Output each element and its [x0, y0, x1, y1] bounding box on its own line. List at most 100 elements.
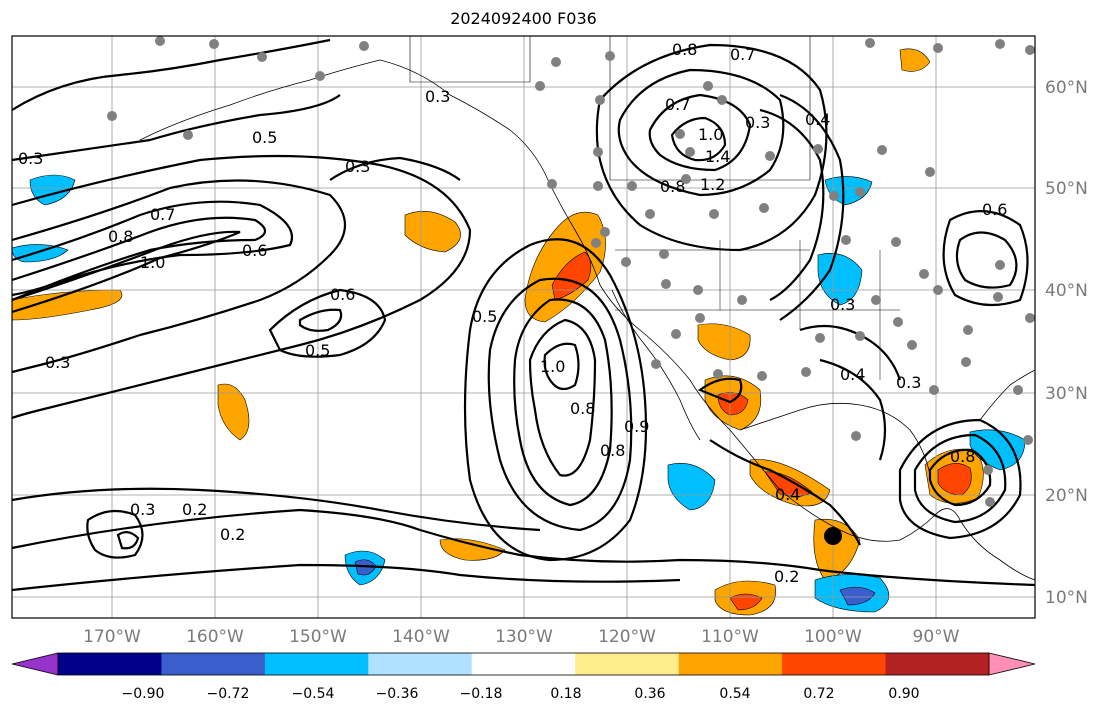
colorbar-segments [57, 652, 990, 676]
lon-tick-label: 90°W [913, 627, 960, 647]
colorbar-segment [678, 653, 783, 675]
orange-region-canada [899, 48, 931, 72]
blue-region-mexico-pacific [667, 463, 716, 511]
colorbar-tick-label: −0.36 [376, 686, 419, 702]
contour-label: 0.4 [805, 110, 830, 129]
lat-tick-label: 40°N [1045, 281, 1088, 301]
lon-tick-label: 160°W [186, 627, 244, 647]
contour-label: 0.8 [108, 227, 133, 246]
purple-region-central-america [839, 586, 876, 606]
colorbar-tick-label: 0.36 [634, 686, 665, 702]
storm-center-marker [824, 527, 842, 545]
contour-label: 0.3 [745, 113, 770, 132]
colorbar-segment [471, 653, 576, 675]
contour-label: 0.7 [730, 45, 755, 64]
orange-region-sw-us [697, 323, 751, 361]
contour-label: 0.7 [150, 205, 175, 224]
map-background [12, 36, 1035, 618]
colorbar: −0.90 −0.72 −0.54 −0.36 −0.18 0.18 0.36 … [11, 652, 1036, 702]
contour-label: 0.5 [472, 307, 497, 326]
contour-label: 0.7 [665, 95, 690, 114]
colorbar-tick-label: −0.90 [122, 686, 165, 702]
contour-label: 0.4 [775, 485, 800, 504]
contour-label: 0.5 [305, 341, 330, 360]
colorbar-tick-label: 0.90 [888, 686, 919, 702]
plot-title: 2024092400 F036 [450, 9, 597, 28]
contour-label: 0.8 [660, 177, 685, 196]
lon-tick-label: 130°W [495, 627, 553, 647]
colorbar-frame [57, 652, 990, 676]
station-dots [107, 36, 1035, 507]
contour-label: 0.8 [570, 399, 595, 418]
contour-label: 0.5 [252, 128, 277, 147]
orange-region-tropics [439, 538, 506, 561]
coastlines [139, 36, 1036, 581]
colorbar-tick-label: −0.72 [207, 686, 250, 702]
contour-lines [11, 38, 1036, 592]
contour-label: 0.9 [624, 417, 649, 436]
contour-label: 0.3 [896, 373, 921, 392]
longitude-axis: 170°W 160°W 150°W 140°W 130°W 120°W 110°… [83, 627, 960, 647]
lat-tick-label: 10°N [1045, 588, 1088, 608]
lon-tick-label: 100°W [804, 627, 862, 647]
contour-label: 0.6 [330, 285, 355, 304]
colorbar-segment [885, 653, 990, 675]
lat-tick-label: 20°N [1045, 486, 1088, 506]
contour-label: 1.0 [698, 125, 723, 144]
contour-label: 0.3 [425, 87, 450, 106]
colorbar-tick-label: 0.18 [550, 686, 581, 702]
contour-label: 0.2 [774, 567, 799, 586]
latitude-axis: 60°N 50°N 40°N 30°N 20°N 10°N [1045, 78, 1088, 608]
contour-label: 0.6 [982, 200, 1007, 219]
colorbar-low-arrow [11, 652, 59, 676]
lat-tick-label: 30°N [1045, 384, 1088, 404]
lon-tick-label: 170°W [83, 627, 141, 647]
blue-region-pacific-small [11, 244, 69, 263]
colorbar-tick-label: −0.18 [460, 686, 503, 702]
contour-label: 0.3 [18, 149, 43, 168]
colorbar-segment [575, 653, 680, 675]
colorbar-high-arrow [988, 652, 1036, 676]
colorbar-tick-label: 0.54 [719, 686, 750, 702]
contour-label: 0.6 [242, 241, 267, 260]
lat-tick-label: 50°N [1045, 179, 1088, 199]
contour-label: 0.8 [600, 441, 625, 460]
red-region-california [551, 251, 592, 301]
contour-label: 0.4 [840, 365, 865, 384]
contour-label: 1.0 [540, 357, 565, 376]
orange-region-subtropics-west [11, 289, 123, 321]
colorbar-segment [782, 653, 887, 675]
contour-label: 0.2 [220, 525, 245, 544]
orange-region-pacific-2 [217, 383, 250, 441]
lat-tick-label: 60°N [1045, 78, 1088, 98]
contour-label: 1.2 [700, 175, 725, 194]
lon-tick-label: 120°W [598, 627, 656, 647]
shaded-regions [11, 48, 1026, 616]
colorbar-segment [161, 653, 266, 675]
contour-label: 0.2 [182, 500, 207, 519]
colorbar-segment [58, 653, 162, 675]
contour-label: 0.3 [130, 500, 155, 519]
orange-region-pacific-1 [404, 210, 461, 253]
red-region-eastern-pacific [729, 593, 763, 611]
contour-label: 1.4 [705, 147, 730, 166]
lon-tick-label: 150°W [289, 627, 347, 647]
lon-tick-label: 140°W [392, 627, 450, 647]
contour-label: 0.3 [345, 157, 370, 176]
contour-label: 0.3 [45, 353, 70, 372]
lon-tick-label: 110°W [701, 627, 759, 647]
colorbar-tick-label: 0.72 [803, 686, 834, 702]
contour-label: 0.8 [950, 447, 975, 466]
contour-label: 0.8 [672, 40, 697, 59]
contour-label: 0.3 [830, 295, 855, 314]
blue-region-central-us [817, 253, 863, 306]
colorbar-tick-label: −0.54 [292, 686, 335, 702]
colorbar-segment [368, 653, 473, 675]
map-frame [11, 35, 1036, 619]
contour-labels: 0.8 0.7 0.3 0.5 0.3 0.7 0.8 1.0 0.6 0.6 … [18, 40, 1007, 586]
red-region-gulf-hurricane [937, 463, 972, 496]
colorbar-segment [264, 653, 369, 675]
contour-label: 1.0 [140, 253, 165, 272]
colorbar-labels: −0.90 −0.72 −0.54 −0.36 −0.18 0.18 0.36 … [122, 686, 920, 702]
